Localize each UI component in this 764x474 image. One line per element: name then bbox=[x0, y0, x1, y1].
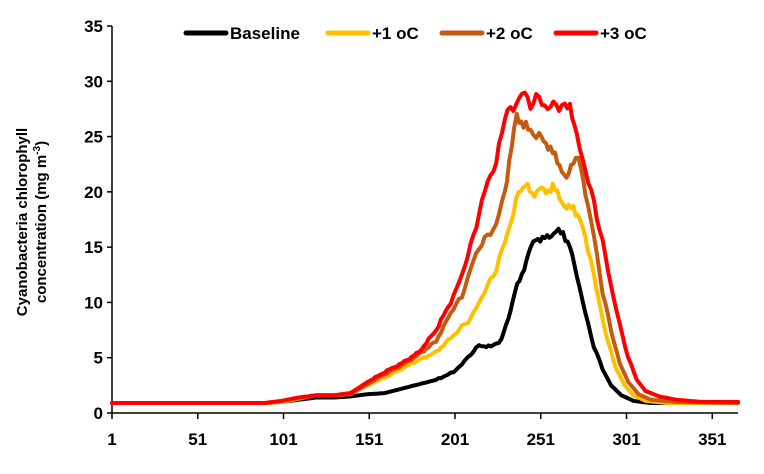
y-tick-label: 5 bbox=[94, 349, 103, 368]
x-tick-label: 51 bbox=[188, 430, 207, 449]
legend: Baseline +1 oC +2 oC +3 oC bbox=[183, 24, 647, 43]
y-axis-title-line1: Cyanobacteria chlorophyll bbox=[14, 128, 31, 316]
y-tick-label: 0 bbox=[94, 404, 103, 423]
y-axis-title-unit: concentration (mg m bbox=[33, 155, 50, 303]
series-layer bbox=[110, 90, 740, 405]
y-tick-label: 10 bbox=[84, 293, 103, 312]
y-tick-label: 20 bbox=[84, 183, 103, 202]
y-axis-title-close: ) bbox=[33, 141, 50, 146]
x-tick-label: 251 bbox=[527, 430, 555, 449]
legend-label-0: Baseline bbox=[230, 24, 300, 43]
x-tick-label: 1 bbox=[107, 430, 116, 449]
x-tick-label: 151 bbox=[355, 430, 383, 449]
legend-label-2: +2 oC bbox=[486, 24, 533, 43]
series-line-1 bbox=[110, 181, 740, 405]
x-tick-label: 351 bbox=[698, 430, 726, 449]
y-tick-label: 15 bbox=[84, 238, 103, 257]
x-tick-label: 301 bbox=[612, 430, 640, 449]
y-tick-label: 25 bbox=[84, 128, 103, 147]
x-tick-label: 201 bbox=[441, 430, 469, 449]
series-line-0 bbox=[110, 226, 740, 405]
y-axis-title-group: Cyanobacteria chlorophyll concentration (… bbox=[14, 128, 50, 316]
series-line-3 bbox=[110, 90, 740, 405]
series-line-2 bbox=[110, 111, 740, 405]
y-tick-label: 35 bbox=[84, 17, 103, 36]
y-axis-title: Cyanobacteria chlorophyll concentration (… bbox=[14, 128, 50, 316]
legend-label-1: +1 oC bbox=[372, 24, 419, 43]
x-tick-label: 101 bbox=[269, 430, 297, 449]
y-axis-title-line2: concentration (mg m-3) bbox=[32, 141, 50, 303]
y-tick-label: 30 bbox=[84, 72, 103, 91]
y-axis-title-superscript: -3 bbox=[32, 145, 43, 154]
legend-label-3: +3 oC bbox=[600, 24, 647, 43]
